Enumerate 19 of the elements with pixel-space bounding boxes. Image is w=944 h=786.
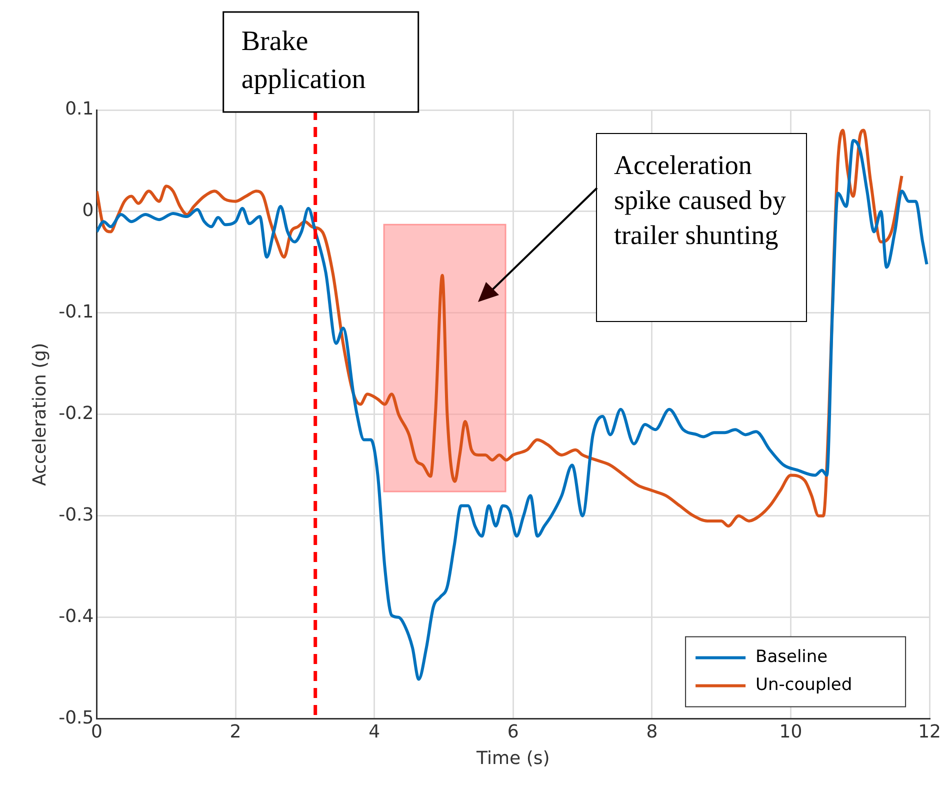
y-tick-label: -0.1 [58,302,94,323]
x-tick-label: 10 [779,721,802,742]
x-tick-label: 6 [507,721,519,742]
legend-label: Baseline [756,647,828,668]
x-tick-label: 12 [918,721,941,742]
y-tick-label: -0.5 [58,707,94,728]
y-axis-title: Acceleration (g) [29,342,50,486]
y-tick-label: -0.4 [58,606,94,628]
y-tick-label: 0 [82,200,94,222]
x-axis-title: Time (s) [476,748,550,769]
x-tick-label: 4 [368,721,380,742]
ref-line-label: Brake application [241,26,366,95]
x-tick-label: 8 [646,721,658,742]
annotation: Acceleration spike caused by trailer shunting [614,149,786,252]
legend-label: Un-coupled [756,675,852,696]
y-tick-label: -0.3 [58,504,94,526]
y-tick-label: -0.2 [58,403,94,424]
x-tick-label: 2 [230,721,242,742]
y-tick-label: 0.1 [65,98,94,120]
